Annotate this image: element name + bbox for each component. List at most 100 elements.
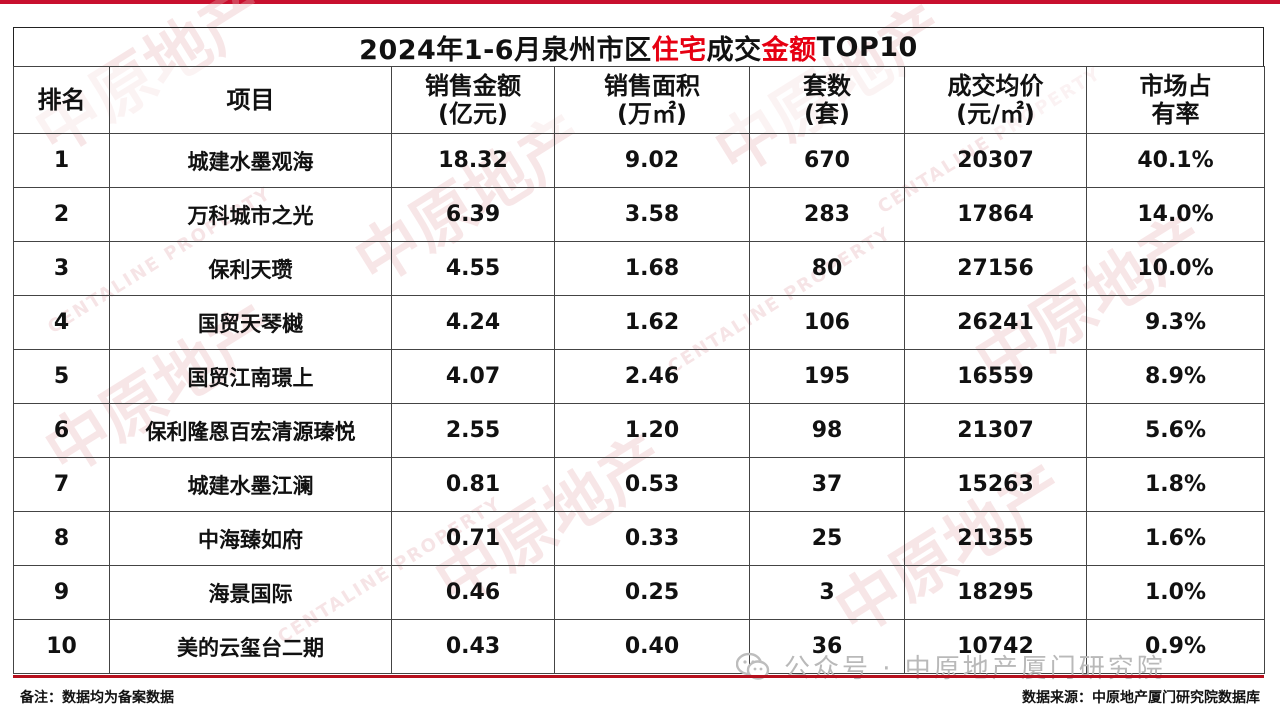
cell-rank: 10 [13,619,110,674]
title-highlight-residential: 住宅 [651,34,707,66]
cell-units: 195 [749,349,905,404]
table-row: 1 城建水墨观海 18.32 9.02 670 20307 40.1% [13,133,1265,188]
cell-project: 保利天瓒 [109,241,392,296]
ranking-table-container: 2024年1-6月泉州市区 住宅 成交 金额 TOP10 排名 项目 销售金额 (亿元) … [13,27,1265,674]
table-row: 10 美的云玺台二期 0.43 0.40 36 10742 0.9% [13,619,1265,674]
cell-rank: 6 [13,403,110,458]
cell-avg-price: 21355 [904,511,1087,566]
cell-avg-price: 20307 [904,133,1087,188]
cell-avg-price: 16559 [904,349,1087,404]
cell-sales-area: 1.68 [554,241,750,296]
header-sales-area: 销售面积 (万㎡) [554,66,750,134]
header-project: 项目 [109,66,392,134]
cell-units: 25 [749,511,905,566]
cell-sales-amount: 6.39 [391,187,555,242]
cell-sales-area: 2.46 [554,349,750,404]
cell-rank: 4 [13,295,110,350]
cell-avg-price: 17864 [904,187,1087,242]
cell-market-share: 1.6% [1086,511,1265,566]
cell-rank: 3 [13,241,110,296]
cell-market-share: 0.9% [1086,619,1265,674]
cell-market-share: 1.8% [1086,457,1265,512]
cell-units: 670 [749,133,905,188]
cell-sales-amount: 0.46 [391,565,555,620]
cell-avg-price: 10742 [904,619,1087,674]
cell-sales-amount: 4.07 [391,349,555,404]
cell-rank: 8 [13,511,110,566]
ranking-table: 排名 项目 销售金额 (亿元) 销售面积 (万㎡) 套数 (套) 成交均价 (元/㎡) … [13,66,1265,674]
cell-units: 3 [749,565,905,620]
wechat-icon [736,652,770,680]
cell-market-share: 40.1% [1086,133,1265,188]
cell-sales-area: 1.62 [554,295,750,350]
cell-market-share: 9.3% [1086,295,1265,350]
header-rank: 排名 [13,66,110,134]
cell-project: 国贸天琴樾 [109,295,392,350]
cell-sales-amount: 4.24 [391,295,555,350]
cell-units: 106 [749,295,905,350]
cell-units: 36 [749,619,905,674]
header-units: 套数 (套) [749,66,905,134]
cell-sales-amount: 4.55 [391,241,555,296]
header-avg-price: 成交均价 (元/㎡) [904,66,1087,134]
table-row: 4 国贸天琴樾 4.24 1.62 106 26241 9.3% [13,295,1265,350]
table-row: 3 保利天瓒 4.55 1.68 80 27156 10.0% [13,241,1265,296]
table-row: 2 万科城市之光 6.39 3.58 283 17864 14.0% [13,187,1265,242]
cell-sales-amount: 18.32 [391,133,555,188]
table-row: 9 海景国际 0.46 0.25 3 18295 1.0% [13,565,1265,620]
cell-rank: 5 [13,349,110,404]
cell-rank: 1 [13,133,110,188]
top-accent-bar [0,0,1280,4]
title-highlight-amount: 金额 [761,34,817,66]
bottom-rule [13,675,1264,678]
table-row: 7 城建水墨江澜 0.81 0.53 37 15263 1.8% [13,457,1265,512]
cell-avg-price: 18295 [904,565,1087,620]
footer-note: 备注：数据均为备案数据 [20,690,174,706]
cell-sales-area: 3.58 [554,187,750,242]
cell-sales-area: 0.53 [554,457,750,512]
wechat-watermark: 公众号 · 中原地产厦门研究院 [736,648,1166,685]
cell-sales-amount: 0.71 [391,511,555,566]
cell-project: 海景国际 [109,565,392,620]
table-row: 6 保利隆恩百宏清源瑧悦 2.55 1.20 98 21307 5.6% [13,403,1265,458]
cell-units: 80 [749,241,905,296]
cell-project: 中海臻如府 [109,511,392,566]
wechat-label: 公众号 · 中原地产厦门研究院 [784,654,1166,684]
cell-market-share: 14.0% [1086,187,1265,242]
header-sales-amount: 销售金额 (亿元) [391,66,555,134]
cell-sales-amount: 2.55 [391,403,555,458]
cell-sales-area: 0.33 [554,511,750,566]
cell-sales-area: 1.20 [554,403,750,458]
cell-rank: 2 [13,187,110,242]
cell-units: 37 [749,457,905,512]
cell-sales-amount: 0.81 [391,457,555,512]
title-suffix: TOP10 [816,31,918,63]
cell-sales-area: 9.02 [554,133,750,188]
cell-market-share: 5.6% [1086,403,1265,458]
cell-rank: 7 [13,457,110,512]
cell-avg-price: 27156 [904,241,1087,296]
cell-project: 国贸江南璟上 [109,349,392,404]
table-title: 2024年1-6月泉州市区 住宅 成交 金额 TOP10 [13,27,1264,66]
cell-project: 保利隆恩百宏清源瑧悦 [109,403,392,458]
table-row: 5 国贸江南璟上 4.07 2.46 195 16559 8.9% [13,349,1265,404]
title-prefix: 2024年1-6月泉州市区 [359,34,652,66]
cell-market-share: 8.9% [1086,349,1265,404]
cell-project: 美的云玺台二期 [109,619,392,674]
table-header-row: 排名 项目 销售金额 (亿元) 销售面积 (万㎡) 套数 (套) 成交均价 (元/㎡) … [13,66,1265,134]
cell-units: 98 [749,403,905,458]
cell-market-share: 10.0% [1086,241,1265,296]
cell-sales-area: 0.40 [554,619,750,674]
cell-units: 283 [749,187,905,242]
cell-avg-price: 15263 [904,457,1087,512]
cell-market-share: 1.0% [1086,565,1265,620]
footer-source: 数据来源：中原地产厦门研究院数据库 [1022,690,1260,706]
table-row: 8 中海臻如府 0.71 0.33 25 21355 1.6% [13,511,1265,566]
header-market-share: 市场占 有率 [1086,66,1265,134]
cell-avg-price: 21307 [904,403,1087,458]
cell-project: 万科城市之光 [109,187,392,242]
cell-rank: 9 [13,565,110,620]
cell-avg-price: 26241 [904,295,1087,350]
footer: 备注：数据均为备案数据 数据来源：中原地产厦门研究院数据库 [20,683,1260,711]
cell-sales-area: 0.25 [554,565,750,620]
